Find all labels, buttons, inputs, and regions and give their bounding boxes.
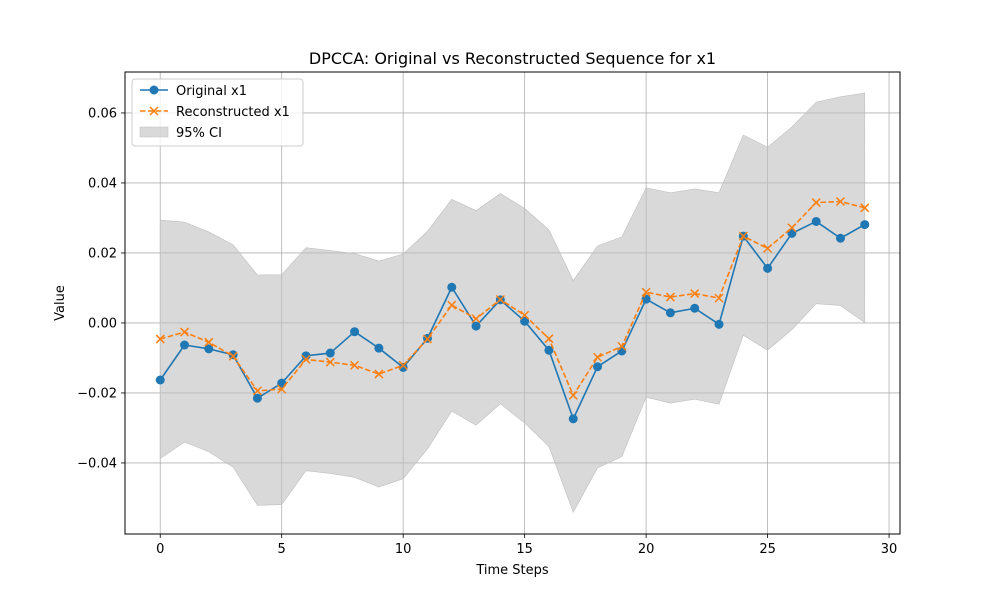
reconstructed-point xyxy=(835,196,846,207)
reconstructed-point xyxy=(301,354,311,364)
y-tick-label: −0.02 xyxy=(77,386,117,401)
reconstructed-point xyxy=(665,292,675,302)
reconstructed-point xyxy=(447,300,457,310)
reconstructed-point xyxy=(811,198,821,208)
original-point xyxy=(714,319,724,329)
reconstructed-point xyxy=(325,357,335,367)
legend: Original x1 Reconstructed x1 95% CI xyxy=(131,78,304,147)
x-axis-title: Time Steps xyxy=(475,563,549,578)
original-point xyxy=(763,263,773,273)
series-layer xyxy=(155,196,870,424)
reconstructed-point xyxy=(495,294,505,305)
reconstructed-point xyxy=(374,369,384,379)
original-point xyxy=(350,327,360,337)
original-point xyxy=(811,216,821,226)
y-tick-label: 0.06 xyxy=(88,106,117,121)
chart-title: DPCCA: Original vs Reconstructed Sequenc… xyxy=(309,49,716,68)
y-tick-label: 0.04 xyxy=(88,176,117,191)
original-point xyxy=(835,233,845,243)
original-point xyxy=(593,362,603,372)
ci-band xyxy=(159,92,866,514)
original-point xyxy=(520,316,530,326)
reconstructed-point xyxy=(155,334,165,344)
x-tick-label: 0 xyxy=(156,542,164,557)
series-line-reconstructed xyxy=(160,200,865,397)
reconstructed-point xyxy=(544,334,554,344)
legend-marker-original xyxy=(149,85,159,95)
y-axis-title: Value xyxy=(53,285,68,321)
reconstructed-point xyxy=(568,390,578,400)
legend-label-ci: 95% CI xyxy=(176,126,222,141)
x-tick-label: 25 xyxy=(759,542,776,557)
x-tick-label: 20 xyxy=(638,542,655,557)
original-point xyxy=(787,228,797,238)
reconstructed-point xyxy=(350,360,360,370)
y-tick-label: −0.04 xyxy=(77,456,117,471)
reconstructed-point xyxy=(787,223,797,233)
original-point xyxy=(374,343,384,353)
original-point xyxy=(665,308,675,318)
reconstructed-point xyxy=(617,341,627,351)
original-point xyxy=(252,393,262,403)
reconstructed-point xyxy=(714,293,724,303)
reconstructed-point xyxy=(763,243,773,253)
axis-ticks: 0 5 10 15 20 25 30 −0.04 −0.02 0.00 0.02 0.04 0.06 xyxy=(77,106,897,557)
reconstructed-point xyxy=(520,310,530,320)
x-tick-label: 10 xyxy=(395,542,412,557)
y-tick-label: 0.00 xyxy=(88,316,117,331)
reconstructed-point xyxy=(641,287,651,297)
original-point xyxy=(398,362,408,372)
original-point xyxy=(544,345,554,355)
y-tick-label: 0.02 xyxy=(88,246,117,261)
legend-label-reconstructed: Reconstructed x1 xyxy=(176,105,290,120)
original-point xyxy=(447,282,457,292)
reconstructed-point xyxy=(398,360,408,370)
x-tick-label: 5 xyxy=(278,542,286,557)
original-point xyxy=(228,350,238,360)
original-point xyxy=(471,321,481,331)
original-point xyxy=(690,303,700,313)
reconstructed-point xyxy=(471,314,481,324)
original-point xyxy=(155,375,165,385)
reconstructed-point xyxy=(738,231,748,241)
x-tick-label: 30 xyxy=(881,542,898,557)
legend-box xyxy=(131,78,304,147)
reconstructed-point xyxy=(179,327,190,337)
x-tick-label: 15 xyxy=(516,542,533,557)
reconstructed-point xyxy=(860,203,870,213)
original-point xyxy=(568,414,578,424)
reconstructed-point xyxy=(277,384,287,394)
reconstructed-point xyxy=(204,337,214,347)
reconstructed-point xyxy=(593,352,603,362)
reconstructed-point xyxy=(690,289,700,299)
reconstructed-point xyxy=(422,334,432,344)
legend-label-original: Original x1 xyxy=(176,84,247,99)
original-point xyxy=(204,344,214,354)
ci-band-layer xyxy=(159,92,866,514)
legend-marker-reconstructed xyxy=(149,106,159,116)
reconstructed-point xyxy=(228,351,238,361)
reconstructed-point xyxy=(252,386,262,396)
plot-frame xyxy=(124,71,901,535)
legend-swatch-ci xyxy=(139,126,169,138)
original-point xyxy=(325,348,335,358)
original-point xyxy=(860,220,870,230)
original-point xyxy=(180,340,190,350)
original-point xyxy=(617,346,627,356)
